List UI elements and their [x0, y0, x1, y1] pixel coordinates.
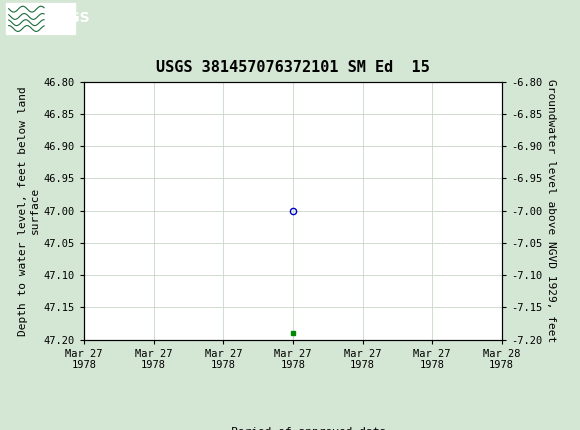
Text: USGS: USGS [48, 11, 90, 25]
Y-axis label: Groundwater level above NGVD 1929, feet: Groundwater level above NGVD 1929, feet [546, 79, 556, 342]
Y-axis label: Depth to water level, feet below land
surface: Depth to water level, feet below land su… [18, 86, 39, 335]
Title: USGS 381457076372101 SM Ed  15: USGS 381457076372101 SM Ed 15 [156, 60, 430, 75]
FancyBboxPatch shape [6, 3, 75, 34]
Legend: Period of approved data: Period of approved data [195, 423, 390, 430]
